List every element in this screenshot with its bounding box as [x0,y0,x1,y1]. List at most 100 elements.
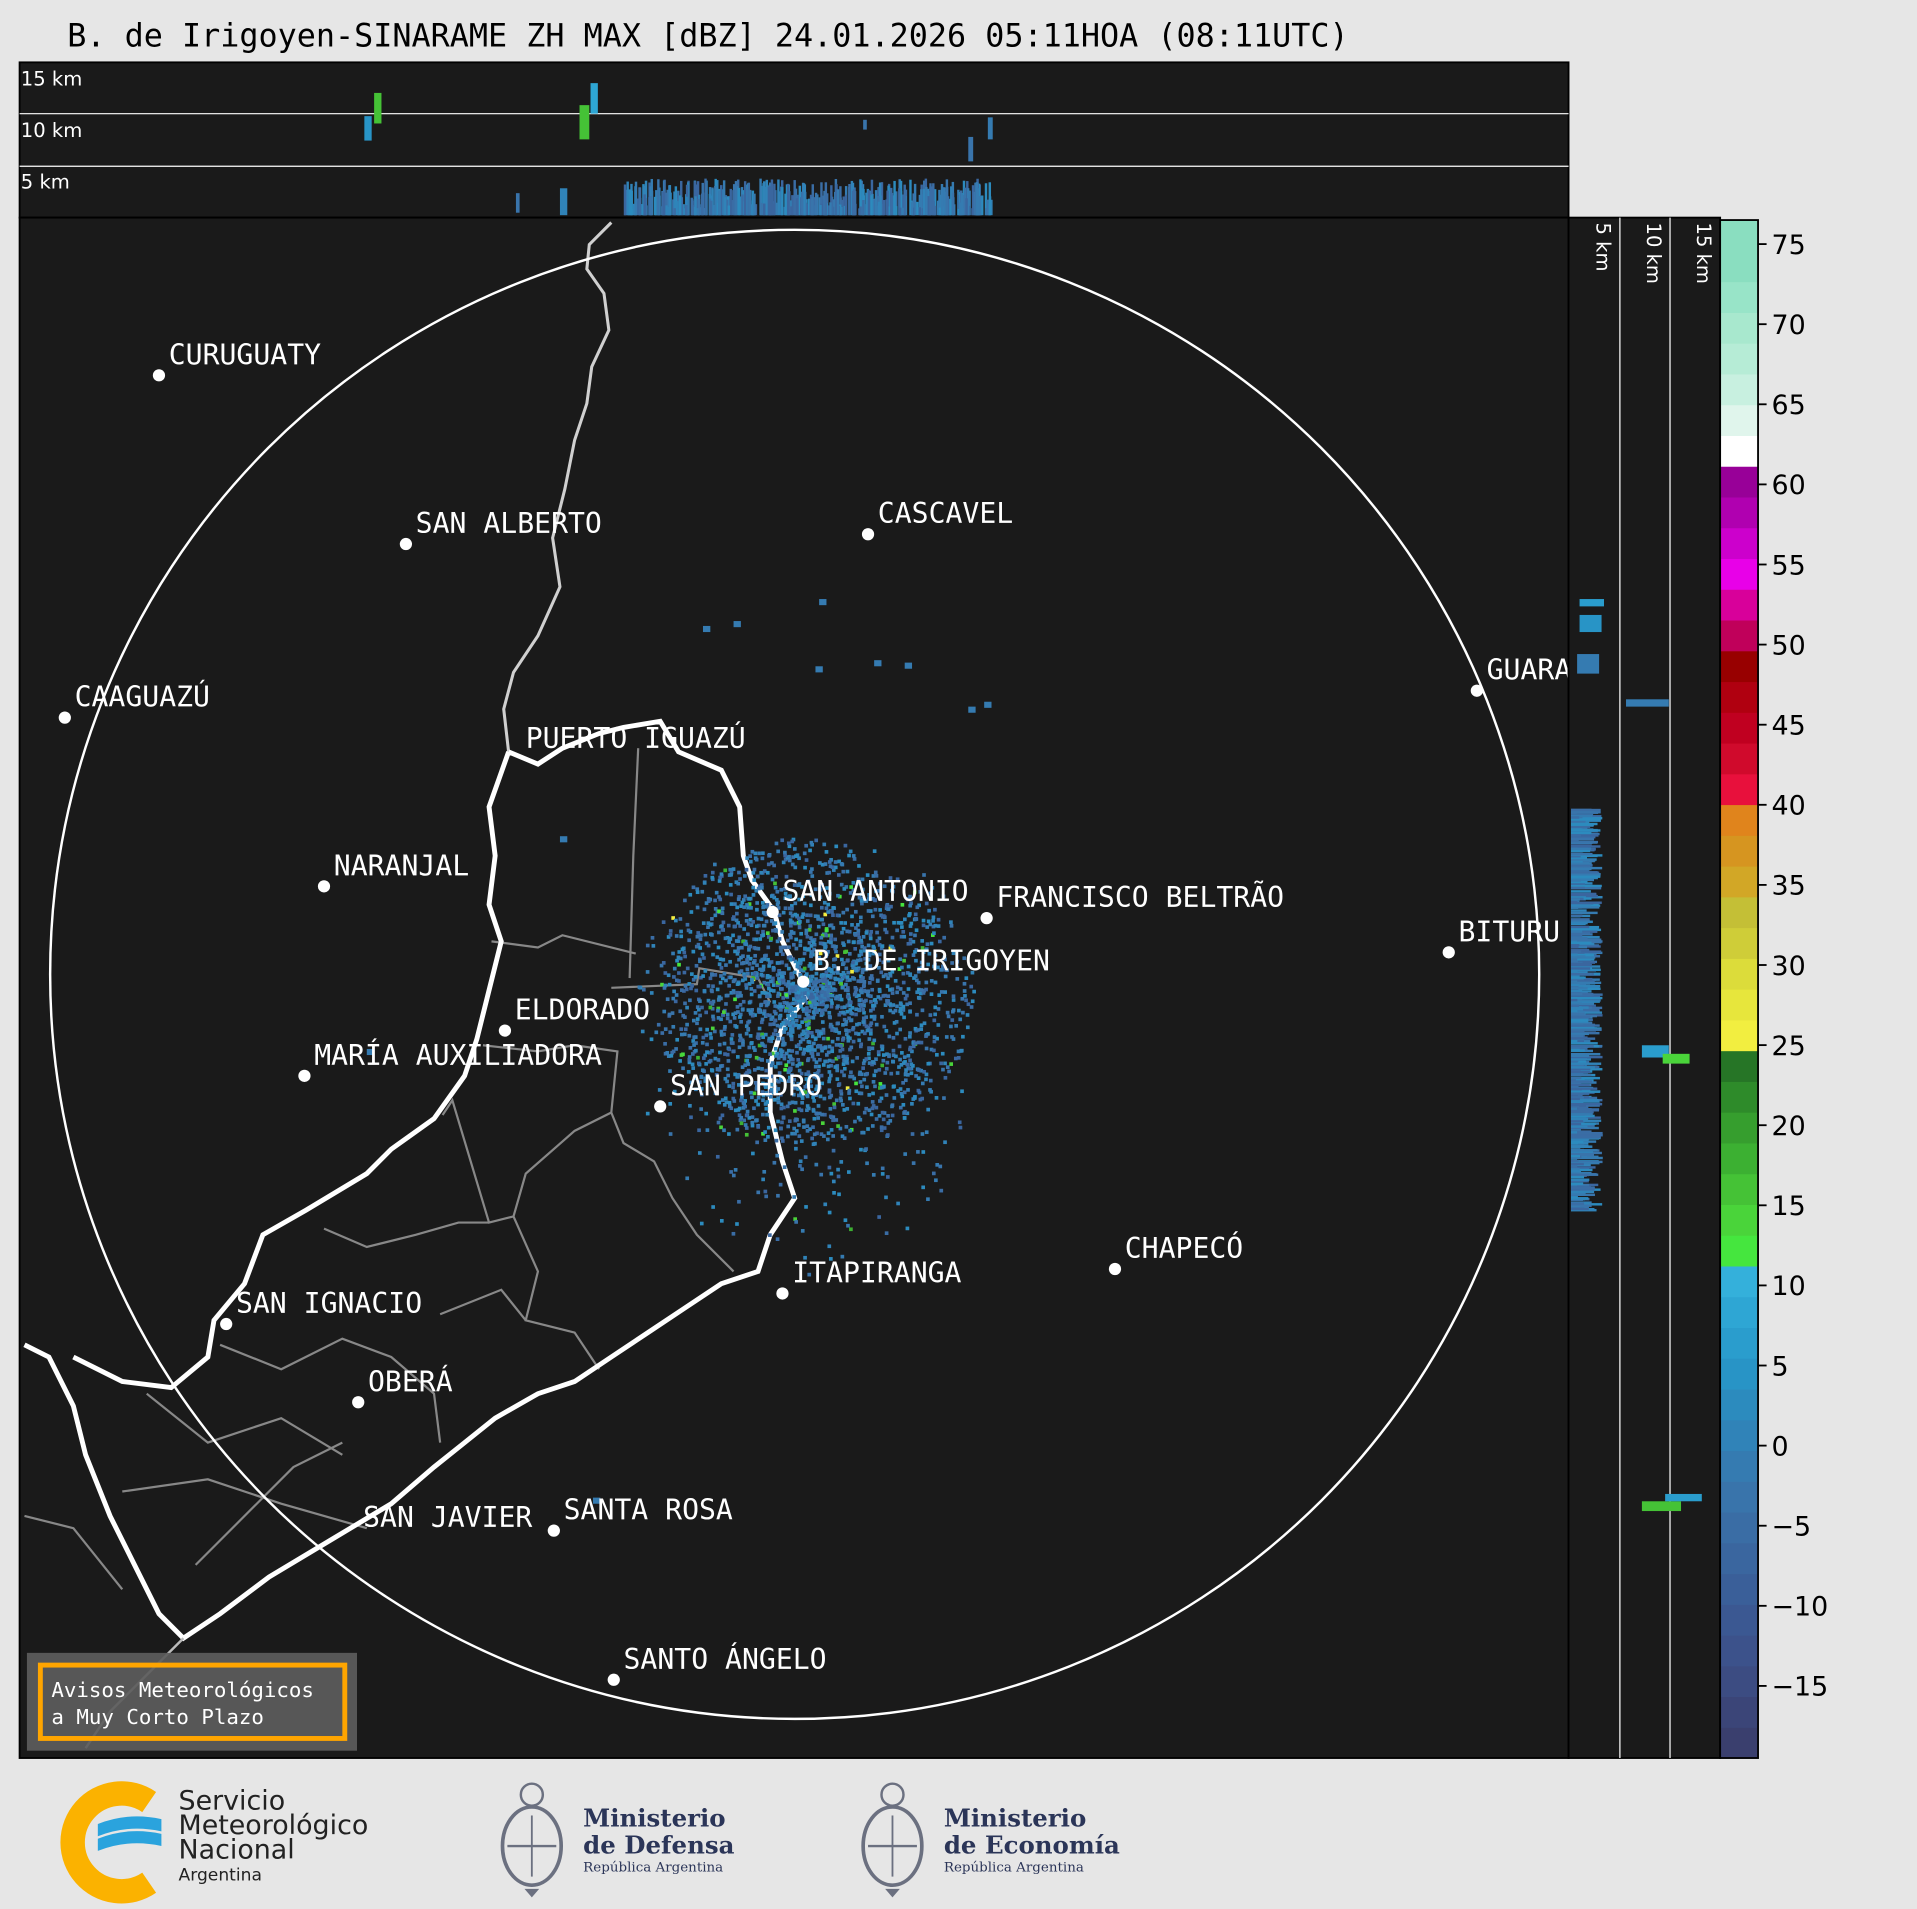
echo-pixel [672,989,676,994]
echo-pixel [885,1060,890,1065]
echo-pixel [898,1057,902,1062]
echo-pixel [750,966,755,970]
warning-box[interactable]: Avisos Meteorológicos a Muy Corto Plazo [26,1652,358,1751]
echo-pixel [761,1098,765,1102]
echo-pixel [795,1050,799,1055]
echo-pixel [771,989,776,993]
echo-pixel [845,1009,850,1014]
echo-pixel [744,983,748,987]
echo-pixel [665,1051,670,1055]
echo-pixel [877,1215,881,1219]
echo-pixel [829,969,834,974]
echo-pixel [824,954,829,959]
echo-pixel [1577,654,1600,674]
echo-pixel [774,1089,779,1094]
echo-pixel [836,1004,840,1008]
echo-pixel [886,1121,891,1125]
echo-pixel [1570,1182,1584,1186]
echo-pixel [515,193,520,213]
echo-pixel [719,1125,723,1130]
echo-pixel [793,865,798,870]
echo-pixel [813,963,817,968]
echo-pixel [722,1010,726,1014]
echo-pixel [747,1000,752,1005]
echo-pixel [1570,876,1592,880]
echo-pixel [866,1127,870,1131]
echo-pixel [794,946,799,951]
echo-pixel [754,937,759,942]
echo-pixel [754,888,759,893]
echo-pixel [765,1013,770,1017]
echo-pixel [807,928,812,932]
echo-pixel [809,1084,814,1089]
echo-pixel [859,898,864,903]
colorbar-segment [1720,1696,1759,1728]
echo-pixel [902,934,907,939]
echo-pixel [780,1136,784,1141]
echo-pixel [819,1132,824,1136]
echo-pixel [854,1089,859,1094]
echo-pixel [811,1015,816,1020]
echo-pixel [687,982,692,986]
echo-pixel [909,179,912,216]
echo-pixel [766,862,771,867]
echo-pixel [765,870,770,875]
echo-pixel [738,1033,742,1038]
echo-pixel [902,958,906,963]
echo-pixel [799,1071,804,1076]
echo-pixel [775,1004,780,1009]
echo-pixel [836,1167,840,1172]
echo-pixel [877,1113,882,1118]
echo-pixel [1570,940,1603,943]
echo-pixel [788,894,792,898]
colorbar-segment [1720,1511,1759,1544]
echo-pixel [858,979,863,984]
echo-pixel [874,1057,878,1062]
echo-pixel [1570,1012,1579,1016]
echo-pixel [807,940,812,945]
echo-pixel [729,870,734,875]
echo-pixel [886,994,891,998]
echo-pixel [810,1034,815,1039]
echo-pixel [1570,1062,1602,1065]
echo-pixel [803,1017,808,1021]
echo-pixel [806,1045,810,1050]
echo-pixel [880,182,884,216]
echo-pixel [775,973,780,977]
echo-pixel [891,884,896,889]
echo-pixel [870,1062,874,1067]
echo-pixel [828,923,832,928]
echo-pixel [776,900,781,905]
echo-pixel [812,993,816,997]
echo-pixel [805,919,810,923]
echo-pixel [769,1063,774,1068]
echo-pixel [818,1085,822,1090]
echo-pixel [720,911,725,916]
echo-pixel [749,923,754,928]
echo-pixel [906,987,911,991]
city-marker: SAN IGNACIO [220,1287,422,1331]
echo-pixel [871,896,875,901]
echo-pixel [846,939,851,944]
echo-pixel [886,1133,890,1137]
echo-pixel [898,1009,903,1014]
echo-pixel [692,1076,697,1080]
echo-pixel [845,929,850,934]
echo-pixel [799,1108,804,1113]
echo-pixel [1570,1034,1584,1038]
echo-pixel [695,905,700,910]
echo-pixel [743,977,748,981]
echo-pixel [750,204,754,216]
echo-pixel [908,973,913,977]
echo-pixel [711,952,715,957]
echo-pixel [885,904,889,908]
echo-pixel [965,1025,970,1030]
echo-pixel [713,1029,717,1034]
echo-pixel [861,1016,866,1021]
echo-pixel [775,983,780,988]
echo-pixel [796,1081,801,1086]
echo-pixel [781,945,785,950]
echo-pixel [871,1041,875,1046]
echo-pixel [804,1019,808,1023]
echo-pixel [1570,959,1591,962]
